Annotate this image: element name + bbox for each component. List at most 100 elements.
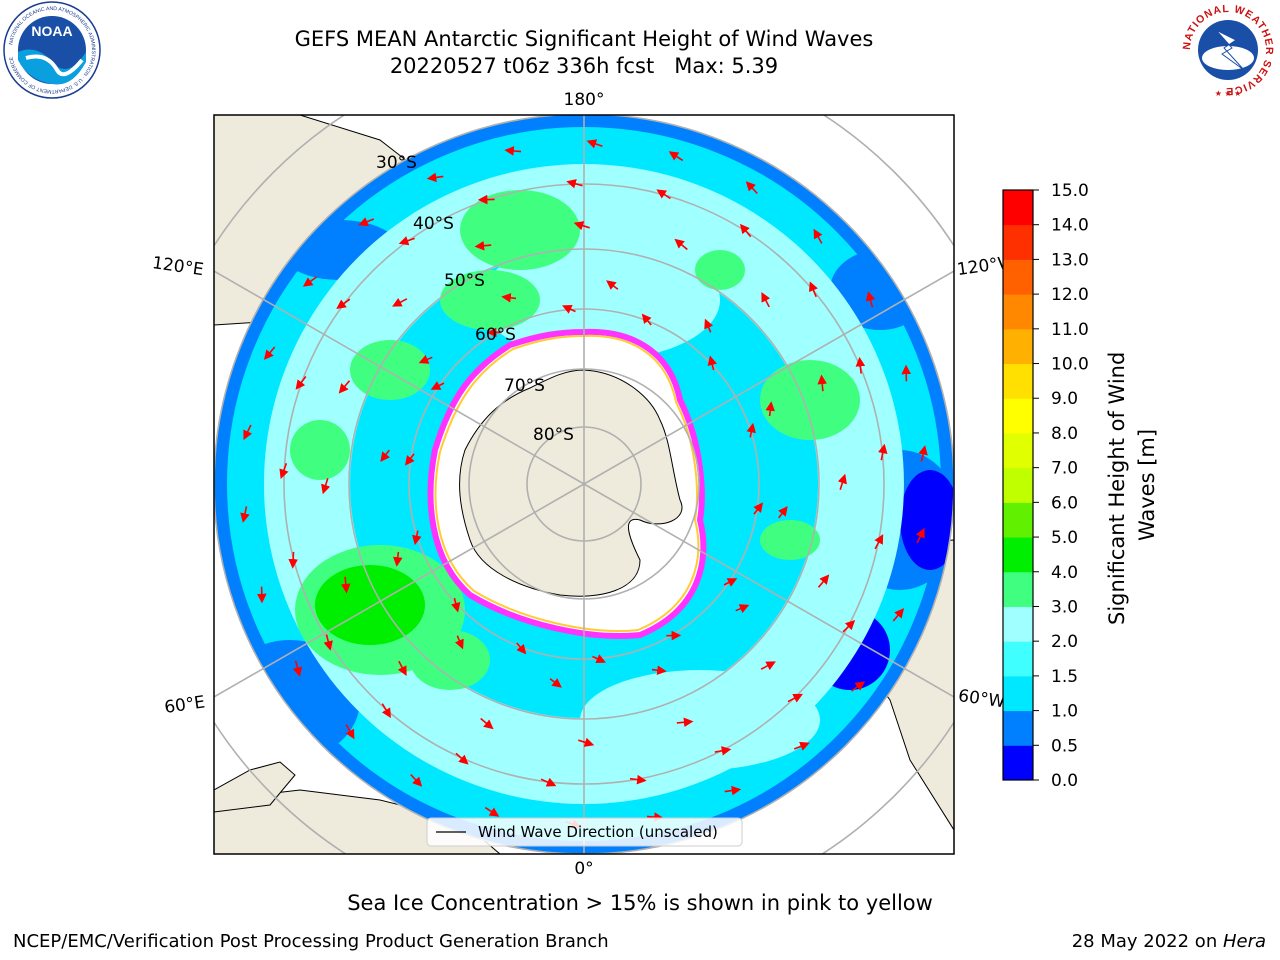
wind-wave-arrow <box>501 293 517 303</box>
wind-wave-arrow <box>842 620 856 633</box>
wind-wave-arrow <box>540 777 557 787</box>
wind-wave-arrow <box>592 654 606 664</box>
wind-wave-arrow <box>704 318 714 333</box>
colorbar-segment <box>1003 432 1033 469</box>
chart-title: GEFS MEAN Antarctic Significant Height o… <box>294 27 874 51</box>
wind-wave-arrow <box>338 380 351 394</box>
colorbar-tick-label: 13.0 <box>1051 250 1089 270</box>
colorbar-tick-label: 3.0 <box>1051 597 1078 617</box>
wind-wave-arrow <box>454 635 464 650</box>
wind-wave-arrow <box>641 313 652 326</box>
colorbar-segment <box>1003 641 1033 677</box>
footer-date: 28 May 2022 on Hera <box>1071 931 1266 952</box>
wind-wave-arrow <box>426 172 444 183</box>
wind-wave-arrow <box>398 236 415 246</box>
sea-ice-note: Sea Ice Concentration > 15% is shown in … <box>347 891 933 915</box>
wind-wave-arrow <box>707 355 717 371</box>
graticule <box>214 115 954 854</box>
colorbar-segment <box>1003 363 1033 399</box>
wind-wave-arrow <box>651 665 667 675</box>
wind-wave-arrow <box>760 661 776 671</box>
wind-wave-arrow <box>646 812 664 822</box>
lat-label-30s: 30°S <box>376 153 417 173</box>
wind-wave-arrow <box>381 703 391 719</box>
wind-wave-arrow <box>404 453 415 466</box>
wind-wave-arrow <box>578 737 595 747</box>
wind-wave-arrow <box>279 463 289 480</box>
wind-wave-arrow <box>809 281 818 298</box>
colorbar-segment <box>1003 675 1033 712</box>
wind-wave-arrow <box>573 221 590 231</box>
wind-wave-arrow <box>380 449 390 462</box>
colorbar-segment <box>1003 571 1033 607</box>
colorbar-tick-label: 2.0 <box>1051 632 1078 652</box>
wind-wave-arrow <box>813 228 823 244</box>
wind-wave-arrow <box>288 551 298 569</box>
colorbar-tick-label: 5.0 <box>1051 528 1078 548</box>
colorbar-segment <box>1003 328 1033 365</box>
wind-wave-arrow <box>629 774 647 785</box>
wind-wave-arrow <box>606 280 619 290</box>
lon-label-60e: 60°E <box>163 692 206 717</box>
lat-label-80s: 80°S <box>533 425 574 445</box>
lat-label-50s: 50°S <box>444 271 485 291</box>
colorbar-segment <box>1003 224 1033 260</box>
nws-logo: NATIONAL WEATHER SERVICE ★ ★ ★ <box>1180 2 1276 98</box>
wind-wave-arrow <box>892 608 905 622</box>
legend-label: Wind Wave Direction (unscaled) <box>478 823 718 841</box>
wind-wave-arrow <box>765 401 775 417</box>
colorbar-segment <box>1003 190 1033 226</box>
wind-wave-arrow <box>735 604 750 614</box>
colorbar-segment <box>1003 745 1033 781</box>
wind-wave-arrow <box>345 724 355 740</box>
wind-wave-arrow <box>393 551 403 567</box>
wind-wave-arrow <box>724 785 742 796</box>
wind-wave-arrow <box>410 773 423 787</box>
wind-wave-arrow <box>745 181 758 195</box>
wind-wave-arrow <box>323 634 333 651</box>
wind-wave-arrow <box>504 146 522 156</box>
wind-wave-arrow <box>451 597 461 613</box>
wind-wave-arrow <box>915 527 925 544</box>
colorbar-tick-label: 12.0 <box>1051 285 1089 305</box>
svg-text:★ ★ ★: ★ ★ ★ <box>1215 89 1242 98</box>
colorbar-tick-label: 1.5 <box>1051 667 1078 687</box>
wind-wave-arrows <box>240 139 928 829</box>
wind-wave-arrow <box>878 443 888 461</box>
wind-wave-arrow <box>321 478 331 495</box>
colorbar-tick-label: 7.0 <box>1051 459 1078 479</box>
wind-wave-arrow <box>865 291 876 308</box>
wind-wave-arrow <box>240 506 250 523</box>
wind-wave-arrow <box>851 681 866 692</box>
map-legend: Wind Wave Direction (unscaled) <box>426 817 743 847</box>
wind-wave-arrow <box>263 346 276 360</box>
lat-label-60s: 60°S <box>475 325 516 345</box>
chart-subtitle: 20220527 t06z 336h fcst Max: 5.39 <box>389 54 779 78</box>
colorbar-tick-label: 6.0 <box>1051 493 1078 513</box>
colorbar-segment <box>1003 537 1033 573</box>
wind-wave-arrow <box>392 297 408 307</box>
colorbar-segment <box>1003 259 1033 295</box>
wind-wave-arrow <box>787 693 803 703</box>
footer-credit: NCEP/EMC/Verification Post Processing Pr… <box>13 931 609 952</box>
colorbar-tick-label: 10.0 <box>1051 355 1089 375</box>
wind-wave-arrow <box>761 292 771 308</box>
wind-wave-arrow <box>676 717 694 728</box>
colorbar-tick-label: 0.0 <box>1051 771 1078 791</box>
lat-label-70s: 70°S <box>504 376 545 396</box>
colorbar-tick-label: 11.0 <box>1051 320 1089 340</box>
lat-label-40s: 40°S <box>413 214 454 234</box>
lon-label-120e: 120°E <box>151 253 205 280</box>
wind-wave-arrow <box>340 576 351 594</box>
colorbar-tick-label: 1.0 <box>1051 702 1078 722</box>
colorbar-tick-label: 14.0 <box>1051 216 1089 236</box>
colorbar: 0.0 0.5 1.0 1.5 2.0 3.0 4.0 5.0 6.0 7.0 8.0 9.0 10.0… <box>1002 181 1089 791</box>
colorbar-segment <box>1003 294 1033 330</box>
wind-wave-arrow <box>243 424 253 441</box>
wind-wave-arrow <box>412 530 422 546</box>
map-frame <box>213 114 955 855</box>
wind-wave-arrow <box>586 139 603 149</box>
wind-wave-arrow <box>418 354 433 364</box>
wind-wave-arrow <box>302 276 317 287</box>
